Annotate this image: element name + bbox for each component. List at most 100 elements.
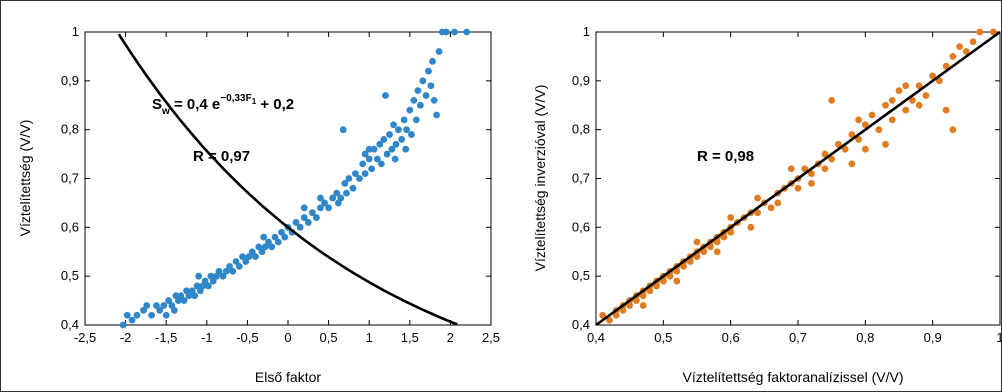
r-annotation: R = 0,97: [193, 148, 250, 165]
data-point: [165, 297, 173, 304]
data-point: [386, 131, 393, 138]
data-point: [185, 292, 193, 300]
y-tick-label: 0,5: [61, 268, 79, 283]
data-point: [333, 189, 341, 197]
data-point: [388, 145, 396, 153]
data-point: [433, 111, 440, 119]
data-point: [727, 228, 735, 236]
data-point: [902, 82, 910, 90]
data-point: [855, 136, 862, 143]
x-tick-label: 0: [284, 330, 291, 345]
x-tick-label: -1,5: [155, 330, 177, 345]
data-point: [180, 297, 188, 304]
data-point: [419, 77, 427, 85]
data-point: [232, 258, 240, 265]
data-point: [949, 126, 957, 134]
data-point: [835, 140, 842, 148]
data-point: [861, 121, 869, 129]
data-point: [787, 165, 795, 173]
data-point: [351, 170, 359, 178]
data-point: [713, 248, 721, 256]
data-point: [177, 292, 185, 300]
data-point: [205, 282, 212, 290]
data-point: [349, 184, 357, 192]
data-point: [300, 204, 308, 212]
data-point: [195, 272, 203, 280]
data-point: [425, 67, 432, 75]
y-tick-label: 0,7: [572, 171, 590, 186]
data-point: [430, 96, 438, 104]
data-point: [170, 306, 178, 314]
data-point: [162, 311, 170, 319]
data-point: [639, 302, 647, 309]
data-point: [248, 248, 256, 256]
x-tick-label: -2,5: [74, 330, 96, 345]
data-point: [410, 96, 418, 104]
x-tick-label: 2: [447, 330, 454, 345]
data-point: [841, 145, 849, 153]
data-point: [341, 179, 349, 187]
equation-annotation: Sw = 0,4 e−0,33F1 + 0,2: [152, 93, 294, 117]
data-point: [801, 165, 809, 173]
data-point: [989, 28, 997, 36]
data-point: [292, 219, 300, 226]
y-tick-label: 1: [583, 24, 590, 39]
data-point: [317, 204, 324, 212]
data-point: [265, 238, 272, 246]
data-point: [633, 297, 640, 304]
data-point: [673, 277, 681, 285]
x-tick-label: 0,5: [320, 330, 338, 345]
data-point: [619, 306, 627, 314]
data-point: [334, 199, 342, 207]
data-point: [435, 48, 443, 55]
tick-group: 0,4 0,5 0,6 0,7 0,8 0,9 1 0,4 0,5 0,6 0,7 0,8 0,9 1: [572, 24, 1002, 345]
data-point: [720, 233, 728, 241]
data-point: [828, 155, 836, 163]
y-tick-label: 0,9: [61, 73, 79, 88]
data-point: [659, 277, 667, 285]
data-point: [308, 209, 316, 217]
data-point: [123, 311, 131, 319]
data-point: [258, 248, 266, 256]
data-point: [191, 292, 199, 300]
data-point: [653, 282, 660, 290]
data-point: [268, 243, 276, 251]
data-point: [361, 170, 369, 178]
y-tick-label: 0,6: [61, 219, 79, 234]
data-point: [956, 43, 963, 51]
data-point: [119, 321, 127, 329]
data-point: [612, 311, 620, 319]
data-point: [403, 126, 410, 134]
data-point: [821, 150, 829, 158]
data-point: [888, 96, 896, 104]
data-point: [895, 87, 903, 94]
data-point: [909, 96, 916, 104]
data-point: [222, 267, 230, 275]
data-point: [215, 267, 223, 275]
data-point: [915, 82, 923, 90]
data-point: [377, 160, 385, 168]
data-point: [339, 126, 347, 134]
data-point: [226, 263, 233, 270]
data-point: [969, 38, 977, 46]
y-axis-label: Víztelítettség inverzióval (V/V): [532, 85, 548, 272]
r-annotation: R = 0,98: [697, 148, 754, 165]
data-point: [261, 243, 269, 251]
data-point: [727, 214, 735, 221]
data-point: [915, 101, 923, 109]
data-point: [400, 116, 408, 124]
y-tick-label: 0,5: [572, 268, 590, 283]
data-point: [343, 189, 350, 197]
data-point: [707, 243, 714, 251]
data-point: [686, 258, 694, 265]
data-point: [300, 214, 308, 221]
x-tick-label: 1: [996, 330, 1002, 345]
data-point: [693, 253, 701, 261]
data-point: [398, 136, 406, 143]
x-tick-label: 1: [366, 330, 373, 345]
data-point: [361, 150, 369, 158]
y-tick-label: 0,4: [572, 317, 590, 332]
data-point: [160, 302, 168, 309]
data-point: [976, 28, 984, 36]
